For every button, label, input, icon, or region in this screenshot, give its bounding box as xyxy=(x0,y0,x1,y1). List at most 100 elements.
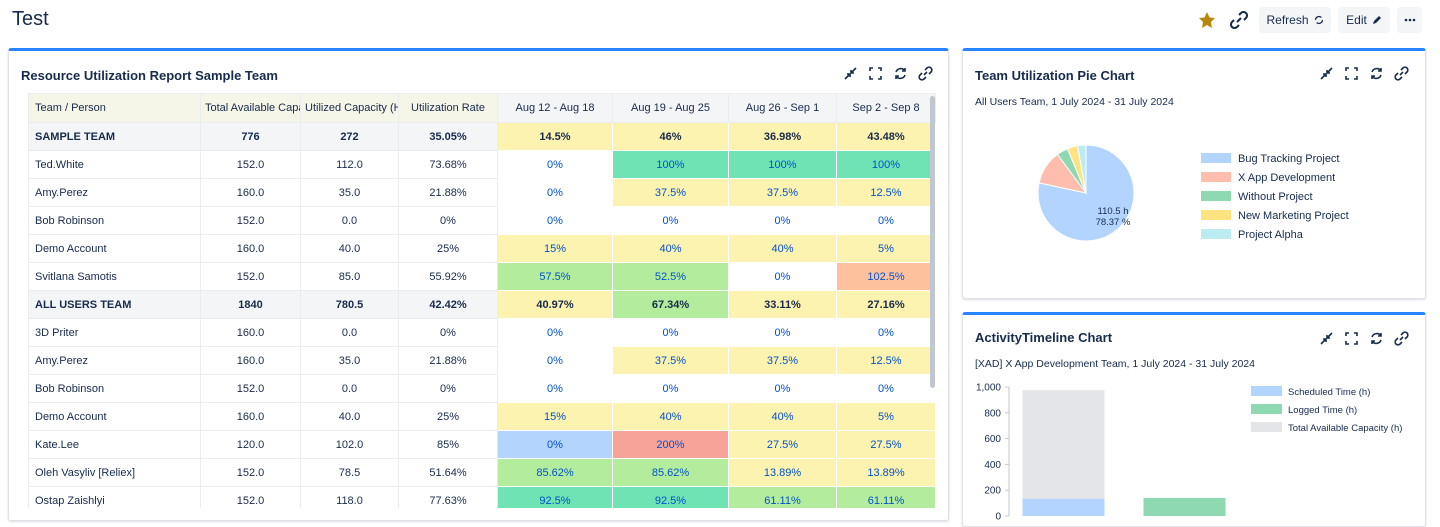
edit-icon xyxy=(1372,16,1381,24)
widget-title: Team Utilization Pie Chart xyxy=(975,68,1135,83)
person-row: Demo Account 160.0 40.0 25% 15% 40% 40% 5% xyxy=(28,234,936,263)
table-cell: 46% xyxy=(612,122,729,151)
table-cell: 1840 xyxy=(200,290,301,319)
toolbar-icon[interactable] xyxy=(1394,66,1409,81)
widget-toolbar xyxy=(1320,66,1409,81)
toolbar-icon[interactable] xyxy=(1371,67,1382,80)
table-cell: 40% xyxy=(612,234,729,263)
y-tick-label: 400 xyxy=(984,460,1001,471)
legend-swatch xyxy=(1251,422,1282,432)
table-cell: 0% xyxy=(836,374,936,403)
widget-title: Resource Utilization Report Sample Team xyxy=(21,68,278,83)
legend-swatch xyxy=(1201,153,1231,163)
table-cell: 0% xyxy=(612,374,729,403)
table-cell: 160.0 xyxy=(200,178,301,207)
table-cell: 25% xyxy=(398,402,498,431)
table-cell: 0.0 xyxy=(300,374,399,403)
data-label: 78.37 % xyxy=(1096,217,1131,228)
person-row: Bob Robinson 152.0 0.0 0% 0% 0% 0% 0% xyxy=(28,374,936,403)
widget-subtitle: [XAD] X App Development Team, 1 July 202… xyxy=(975,358,1255,370)
table-cell: 42.42% xyxy=(398,290,498,319)
table-cell: 73.68% xyxy=(398,150,498,179)
row-label: Kate.Lee xyxy=(28,430,201,459)
table-cell: 40.97% xyxy=(497,290,613,319)
table-cell: 37.5% xyxy=(612,346,729,375)
table-cell: 52.5% xyxy=(612,262,729,291)
table-cell: 27.16% xyxy=(836,290,936,319)
row-label: SAMPLE TEAM xyxy=(28,122,201,151)
toolbar-icon[interactable] xyxy=(1320,67,1333,80)
refresh-button[interactable]: Refresh xyxy=(1259,7,1331,33)
data-label: 110.5 h xyxy=(1098,206,1129,217)
person-row: Oleh Vasyliv [Reliex] 152.0 78.5 51.64% 85.6… xyxy=(28,458,936,487)
table-cell: 0% xyxy=(728,262,837,291)
row-label: Bob Robinson xyxy=(28,374,201,403)
link-icon[interactable] xyxy=(1230,11,1248,29)
table-cell: 100% xyxy=(728,150,837,179)
table-cell: 40% xyxy=(728,234,837,263)
table-cell: 0% xyxy=(398,206,498,235)
widget-toolbar xyxy=(1320,331,1409,346)
more-button[interactable] xyxy=(1397,7,1422,33)
table-cell: 55.92% xyxy=(398,262,498,291)
button-label: Refresh xyxy=(1266,13,1309,27)
legend-label: Logged Time (h) xyxy=(1288,405,1357,416)
toolbar-icon[interactable] xyxy=(844,67,857,80)
star-icon[interactable] xyxy=(1198,11,1218,29)
row-label: Ostap Zaishlyi xyxy=(28,486,201,508)
toolbar-icon[interactable] xyxy=(1371,332,1382,345)
table-cell: 85.62% xyxy=(497,458,613,487)
y-tick-label: 800 xyxy=(984,408,1001,419)
column-header: Aug 26 - Sep 1 xyxy=(728,93,837,123)
bar xyxy=(1143,497,1226,516)
bar-widget: ActivityTimeline Chart [XAD] X App Devel… xyxy=(962,312,1426,527)
legend-swatch xyxy=(1201,229,1231,239)
table-cell: 14.5% xyxy=(497,122,613,151)
table-cell: 152.0 xyxy=(200,206,301,235)
toolbar-icon[interactable] xyxy=(1345,332,1358,345)
person-row: Amy.Perez 160.0 35.0 21.88% 0% 37.5% 37.5% 12.5… xyxy=(28,346,936,375)
table-cell: 0.0 xyxy=(300,206,399,235)
toolbar-icon[interactable] xyxy=(869,67,882,80)
table-cell: 15% xyxy=(497,402,613,431)
table-cell: 61.11% xyxy=(836,486,936,508)
table-cell: 13.89% xyxy=(836,458,936,487)
row-label: Amy.Perez xyxy=(28,178,201,207)
table-cell: 40% xyxy=(728,402,837,431)
toolbar-icon[interactable] xyxy=(1345,67,1358,80)
more-icon xyxy=(1404,18,1415,22)
table-cell: 61.11% xyxy=(728,486,837,508)
bar xyxy=(1022,390,1105,516)
edit-button[interactable]: Edit xyxy=(1338,7,1390,33)
toolbar-icon[interactable] xyxy=(918,66,933,81)
table-cell: 152.0 xyxy=(200,458,301,487)
scrollbar[interactable] xyxy=(930,96,935,388)
widget-title: ActivityTimeline Chart xyxy=(975,330,1113,345)
toolbar-icon[interactable] xyxy=(1320,332,1333,345)
table-cell: 100% xyxy=(836,150,936,179)
table-cell: 0% xyxy=(612,206,729,235)
legend-label: Total Available Capacity (h) xyxy=(1288,423,1402,434)
person-row: Ted.White 152.0 112.0 73.68% 0% 100% 100% 100% xyxy=(28,150,936,179)
table-cell: 40.0 xyxy=(300,234,399,263)
table-cell: 40% xyxy=(612,402,729,431)
table-cell: 100% xyxy=(612,150,729,179)
table-cell: 0% xyxy=(497,318,613,347)
table-cell: 0% xyxy=(497,150,613,179)
table-cell: 5% xyxy=(836,234,936,263)
table-cell: 102.5% xyxy=(836,262,936,291)
table-cell: 21.88% xyxy=(398,178,498,207)
table-cell: 92.5% xyxy=(612,486,729,508)
toolbar-icon[interactable] xyxy=(1394,331,1409,346)
table-cell: 13.89% xyxy=(728,458,837,487)
table-cell: 92.5% xyxy=(497,486,613,508)
y-tick-label: 0 xyxy=(995,512,1001,523)
legend-label: Bug Tracking Project xyxy=(1238,153,1340,165)
toolbar-icon[interactable] xyxy=(895,67,906,80)
column-header: Utilized Capacity (Hours) xyxy=(300,93,399,123)
page-title: Test xyxy=(12,8,49,30)
table-cell: 33.11% xyxy=(728,290,837,319)
